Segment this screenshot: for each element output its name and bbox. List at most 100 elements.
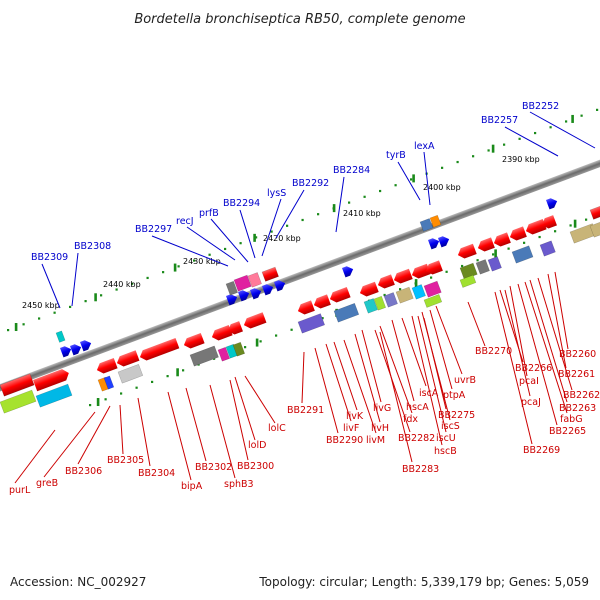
gene-label-isca[interactable]: iscA: [419, 388, 439, 399]
gene-arrow-plus: [262, 284, 274, 296]
leader-line: [41, 263, 61, 309]
scale-dot: [317, 213, 320, 216]
gene-label-fdx[interactable]: fdx: [403, 414, 418, 425]
gene-label-bb2302[interactable]: BB2302: [195, 462, 232, 473]
leader-line: [401, 317, 427, 387]
leader-line: [494, 291, 533, 445]
gene-label-pcai[interactable]: pcaI: [519, 376, 539, 387]
gene-label-livf[interactable]: livF: [343, 423, 359, 434]
gene-label-tyrb[interactable]: tyrB: [386, 150, 406, 161]
protein-block: [55, 330, 66, 343]
scale-tick: [494, 249, 497, 258]
gene-label-purl[interactable]: purL: [9, 485, 31, 496]
gene-arrow-plus: [60, 346, 72, 358]
scale-dot: [554, 230, 557, 233]
gene-label-iscu[interactable]: iscU: [436, 433, 456, 444]
protein-block: [419, 218, 434, 232]
gene-label-bb2305[interactable]: BB2305: [107, 455, 144, 466]
leader-line: [537, 277, 573, 391]
gene-arrow-plus: [226, 294, 238, 306]
gene-label-bb2308[interactable]: BB2308: [74, 241, 111, 252]
gene-label-bb2283[interactable]: BB2283: [402, 464, 439, 475]
gene-arrow-minus: [227, 321, 243, 335]
gene-label-greb[interactable]: greB: [36, 478, 58, 489]
gene-label-lyss[interactable]: lysS: [267, 188, 286, 199]
gene-label-uvrb[interactable]: uvrB: [454, 375, 476, 386]
leader-line: [517, 283, 558, 426]
gene-label-livk[interactable]: livK: [346, 411, 364, 422]
gene-arrow-minus: [477, 237, 495, 252]
gene-label-bipa[interactable]: bipA: [181, 481, 203, 492]
scale-tick: [255, 338, 259, 347]
gene-label-hscb[interactable]: hscB: [434, 446, 457, 457]
gene-label-livm[interactable]: livM: [366, 435, 385, 446]
gene-label-bb2309[interactable]: BB2309: [31, 252, 68, 263]
gene-label-bb2275[interactable]: BB2275: [438, 410, 475, 421]
gene-label-bb2291[interactable]: BB2291: [287, 405, 324, 416]
gene-arrow-minus: [313, 294, 331, 309]
gene-arrow-plus-shape: [238, 290, 250, 302]
gene-label-bb2262[interactable]: BB2262: [563, 390, 600, 401]
gene-label-bb2300[interactable]: BB2300: [237, 461, 274, 472]
protein-block: [117, 363, 144, 384]
gene-arrow-plus-shape: [342, 266, 354, 278]
gene-label-bb2252[interactable]: BB2252: [522, 101, 559, 112]
scale-dot: [224, 247, 227, 251]
scale-dot: [487, 149, 490, 152]
gene-label-bb2290[interactable]: BB2290: [326, 435, 363, 446]
gene-arrow-plus-shape: [274, 280, 286, 292]
gene-arrow-plus-shape: [546, 198, 558, 210]
scale-dot: [523, 241, 526, 244]
gene-label-sphb3[interactable]: sphB3: [224, 479, 254, 490]
gene-label-livg[interactable]: livG: [373, 403, 391, 414]
leader-line: [423, 151, 431, 206]
gene-label-bb2292[interactable]: BB2292: [292, 178, 329, 189]
gene-label-prfb[interactable]: prfB: [199, 208, 219, 219]
gene-label-bb2306[interactable]: BB2306: [65, 466, 102, 477]
gene-label-bb2297[interactable]: BB2297: [135, 224, 172, 235]
gene-label-recj[interactable]: recJ: [176, 216, 194, 227]
gene-label-bb2294[interactable]: BB2294: [223, 198, 260, 209]
leader-line: [43, 411, 96, 478]
gene-label-ptpa[interactable]: ptpA: [443, 390, 466, 401]
scale-dot: [162, 271, 165, 274]
scale-dot: [69, 305, 72, 309]
scale-dot: [89, 404, 92, 407]
plus-strand-labels: BB2252 BB2257 lexA tyrB BB2284 BB2292 ly…: [31, 101, 559, 263]
gene-label-bb2257[interactable]: BB2257: [481, 115, 518, 126]
gene-label-hsca[interactable]: hscA: [406, 402, 429, 413]
gene-label-bb2263[interactable]: BB2263: [559, 403, 596, 414]
gene-label-lexa[interactable]: lexA: [414, 141, 435, 152]
gene-label-lold[interactable]: lolD: [248, 440, 266, 451]
scale-tick: [412, 174, 415, 183]
gene-label-bb2270[interactable]: BB2270: [475, 346, 512, 357]
scale-dot: [301, 218, 304, 222]
gene-label-bb2260[interactable]: BB2260: [559, 349, 596, 360]
gene-label-iscs[interactable]: iscS: [441, 421, 460, 432]
gene-arrow-plus-shape: [262, 284, 274, 296]
leader-line: [186, 226, 236, 261]
gene-label-pcaj[interactable]: pcaJ: [521, 397, 541, 408]
gene-label-bb2265[interactable]: BB2265: [549, 426, 586, 437]
leader-line: [71, 252, 79, 307]
gene-arrow-minus-shape: [425, 260, 443, 275]
leader-line: [411, 315, 443, 446]
gene-label-bb2284[interactable]: BB2284: [333, 165, 370, 176]
scale-dot: [565, 120, 568, 123]
leader-line: [554, 271, 569, 350]
leader-line: [423, 317, 447, 410]
protein-block-shape: [373, 295, 387, 311]
gene-arrow-minus-shape: [509, 226, 527, 241]
gene-label-bb2269[interactable]: BB2269: [523, 445, 560, 456]
gene-label-fabg[interactable]: fabG: [560, 414, 583, 425]
scale-dot: [151, 380, 154, 384]
gene-label-bb2266[interactable]: BB2266: [515, 363, 552, 374]
gene-label-bb2261[interactable]: BB2261: [558, 369, 595, 380]
leader-line: [429, 309, 453, 390]
gene-label-bb2282[interactable]: BB2282: [398, 433, 435, 444]
gene-arrow-minus: [509, 226, 527, 241]
gene-label-bb2304[interactable]: BB2304: [138, 468, 175, 479]
gene-label-livh[interactable]: livH: [371, 423, 389, 434]
gene-label-lolc[interactable]: lolC: [268, 423, 286, 434]
gene-arrow-minus-shape: [393, 268, 413, 284]
